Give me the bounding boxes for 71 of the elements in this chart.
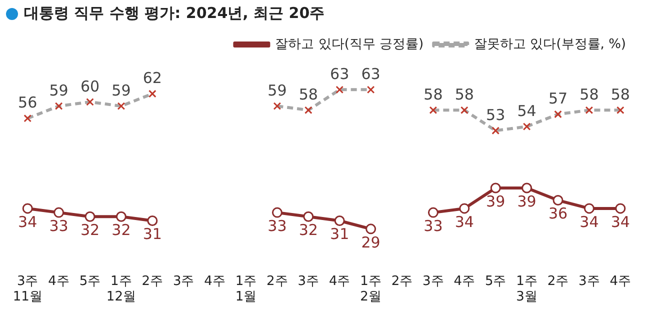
x-tick-label: 2주: [266, 274, 288, 289]
chart-title: 대통령 직무 수행 평가: 2024년, 최근 20주: [24, 4, 325, 23]
data-label: 39: [486, 192, 506, 210]
x-tick-label: 1주 1월: [235, 274, 257, 305]
x-tick-label: 4주: [48, 274, 70, 289]
data-label: 31: [330, 225, 350, 244]
data-label: 54: [517, 102, 536, 120]
data-label: 59: [49, 81, 68, 100]
data-label: 63: [361, 65, 380, 84]
point: [147, 215, 158, 226]
x-tick-label: 1주 12월: [106, 274, 136, 305]
x-tick-label: 3주: [298, 274, 320, 289]
data-label: 36: [548, 204, 568, 223]
data-label: 33: [49, 216, 68, 235]
data-label: 53: [486, 106, 506, 124]
point: [116, 211, 126, 222]
data-label: 58: [610, 86, 630, 104]
data-label: 34: [18, 212, 38, 231]
data-label: 33: [268, 216, 287, 235]
x-tick-label: 4주: [454, 274, 476, 289]
data-label: 63: [330, 65, 350, 84]
point: [303, 211, 314, 222]
x-tick-label: 4주: [610, 274, 632, 289]
data-label: 34: [610, 212, 630, 231]
data-label: 32: [298, 221, 318, 240]
x-tick-label: 2주: [142, 274, 164, 289]
x-tick-label: 4주: [204, 274, 226, 289]
data-label: 58: [298, 86, 318, 104]
legend-label: 잘하고 있다(직무 긍정률): [275, 36, 424, 52]
point: [615, 203, 626, 214]
data-label: 57: [548, 90, 568, 108]
point: [22, 203, 33, 214]
x-tick-label: 4주: [328, 274, 350, 289]
x-tick-label: 2주: [391, 274, 413, 289]
x-tick-label: 5주: [79, 274, 101, 289]
data-label: 39: [517, 192, 536, 210]
point: [334, 215, 345, 226]
x-tick-label: 3주: [172, 274, 194, 289]
point: [272, 207, 282, 218]
x-tick-label: 1주 2월: [360, 274, 382, 305]
data-label: 33: [424, 216, 443, 235]
data-label: 59: [268, 81, 287, 100]
data-label: 58: [580, 86, 599, 104]
legend-label: 잘못하고 있다(부정률, %): [474, 36, 626, 52]
data-label: 59: [112, 81, 131, 100]
point: [490, 182, 501, 194]
data-label: 60: [80, 77, 100, 96]
data-label: 32: [80, 221, 100, 240]
point: [366, 224, 376, 234]
x-tick-label: 3주: [578, 274, 600, 289]
point: [428, 207, 438, 218]
data-label: 58: [424, 86, 443, 104]
data-label: 29: [361, 233, 380, 252]
data-label: 56: [18, 94, 38, 112]
data-label: 31: [142, 225, 162, 244]
x-tick-label: 3주: [422, 274, 444, 289]
point: [552, 195, 564, 206]
data-label: 58: [454, 86, 474, 104]
x-tick-label: 5주: [484, 274, 506, 289]
x-tick-label: 1주 3월: [516, 274, 538, 305]
data-label: 34: [454, 212, 474, 231]
point: [459, 203, 470, 214]
point: [584, 203, 594, 214]
data-label: 62: [142, 69, 162, 88]
data-label: 32: [112, 221, 131, 240]
data-label: 34: [580, 212, 599, 231]
x-tick-label: 2주: [547, 274, 569, 289]
point: [54, 207, 64, 218]
x-tick-label: 3주 11월: [12, 274, 42, 305]
point: [522, 182, 532, 194]
point: [84, 211, 96, 222]
